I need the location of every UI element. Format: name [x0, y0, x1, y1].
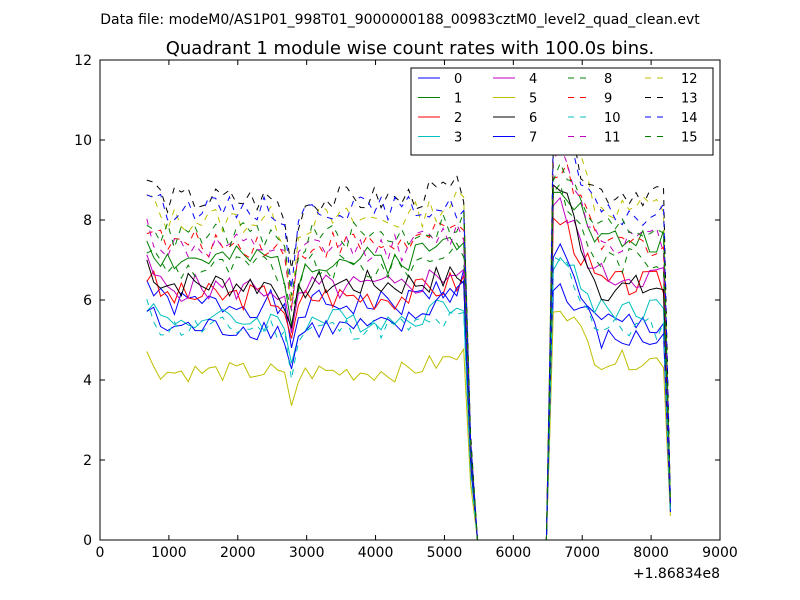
series-line-11: [146, 143, 671, 540]
series-line-6: [146, 184, 671, 540]
series-line-2: [146, 216, 671, 540]
x-tick-label: 2000: [220, 545, 256, 561]
series-line-5: [146, 310, 671, 540]
series-line-12: [146, 107, 671, 540]
series-line-10: [146, 255, 671, 540]
legend-label-15: 15: [681, 131, 698, 146]
legend-label-10: 10: [604, 111, 621, 126]
y-tick-label: 4: [83, 373, 92, 389]
legend-frame: [410, 67, 714, 156]
series-line-3: [146, 256, 671, 540]
chart-title: Quadrant 1 module wise count rates with …: [166, 38, 655, 59]
y-tick-label: 8: [83, 213, 92, 229]
y-tick-label: 12: [74, 53, 92, 69]
series-layer: [146, 107, 671, 540]
x-tick-label: 3000: [289, 545, 325, 561]
y-tick-label: 2: [83, 453, 92, 469]
axes-layer: 0 1000 2000 3000 4000 5000 6000 7000 8000 9000 0 2 4…: [74, 53, 738, 561]
x-tick-label: 1000: [151, 545, 187, 561]
series-line-1: [146, 191, 671, 540]
x-tick-label: 0: [96, 545, 105, 561]
series-line-8: [146, 182, 671, 540]
legend-label-8: 8: [604, 72, 612, 87]
legend-label-2: 2: [454, 111, 462, 126]
legend-label-5: 5: [529, 92, 537, 107]
legend-label-7: 7: [529, 131, 537, 146]
legend-label-6: 6: [529, 111, 537, 126]
series-line-0: [146, 269, 671, 540]
legend-label-13: 13: [681, 92, 698, 107]
legend-label-0: 0: [454, 72, 462, 87]
y-tick-label: 0: [83, 533, 92, 549]
series-line-7: [146, 242, 671, 540]
x-tick-label: 9000: [702, 545, 738, 561]
series-line-13: [146, 128, 671, 540]
y-tick-label: 6: [83, 293, 92, 309]
x-tick-label: 7000: [564, 545, 600, 561]
x-tick-label: 5000: [427, 545, 463, 561]
legend-label-11: 11: [604, 131, 621, 146]
x-tick-label: 4000: [358, 545, 394, 561]
legend-label-14: 14: [681, 111, 698, 126]
series-line-14: [146, 135, 671, 540]
legend-label-12: 12: [681, 72, 698, 87]
x-tick-label: 6000: [496, 545, 532, 561]
legend-label-1: 1: [454, 92, 462, 107]
series-line-9: [146, 162, 671, 540]
x-offset-label: +1.86834e8: [633, 566, 720, 582]
y-tick-label: 10: [74, 133, 92, 149]
legend-label-3: 3: [454, 131, 462, 146]
series-line-15: [146, 161, 671, 540]
x-tick-label: 8000: [633, 545, 669, 561]
legend-label-9: 9: [604, 92, 612, 107]
legend-label-4: 4: [529, 72, 537, 87]
chart-suptitle: Data file: modeM0/AS1P01_998T01_90000001…: [100, 12, 700, 28]
series-line-4: [146, 196, 671, 540]
